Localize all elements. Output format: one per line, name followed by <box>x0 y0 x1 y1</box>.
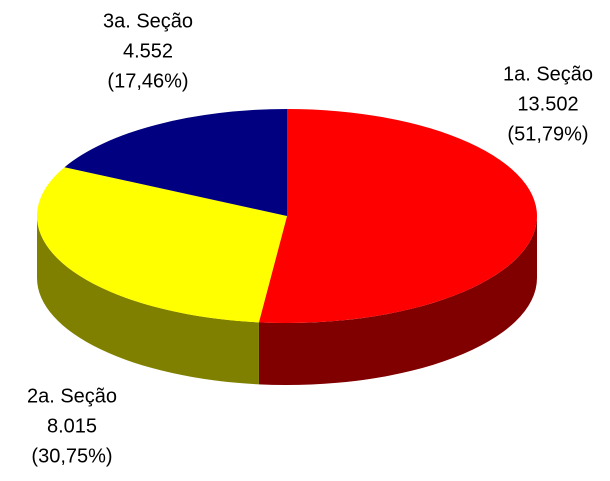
percent-label: (51,79%) <box>507 123 588 145</box>
percent-label: (30,75%) <box>31 445 112 467</box>
slice <box>258 108 538 324</box>
slice-label: 2a. Seção <box>27 385 117 407</box>
slice-label: 3a. Seção <box>103 10 193 32</box>
slice-side <box>37 216 259 385</box>
slice-label: 1a. Seção <box>503 63 593 85</box>
slice-side <box>258 216 537 385</box>
value-label: 4.552 <box>123 40 173 62</box>
slice <box>64 109 287 216</box>
slice <box>36 167 288 323</box>
percent-label: (17,46%) <box>107 70 188 92</box>
value-label: 13.502 <box>517 93 578 115</box>
value-label: 8.015 <box>47 415 97 437</box>
